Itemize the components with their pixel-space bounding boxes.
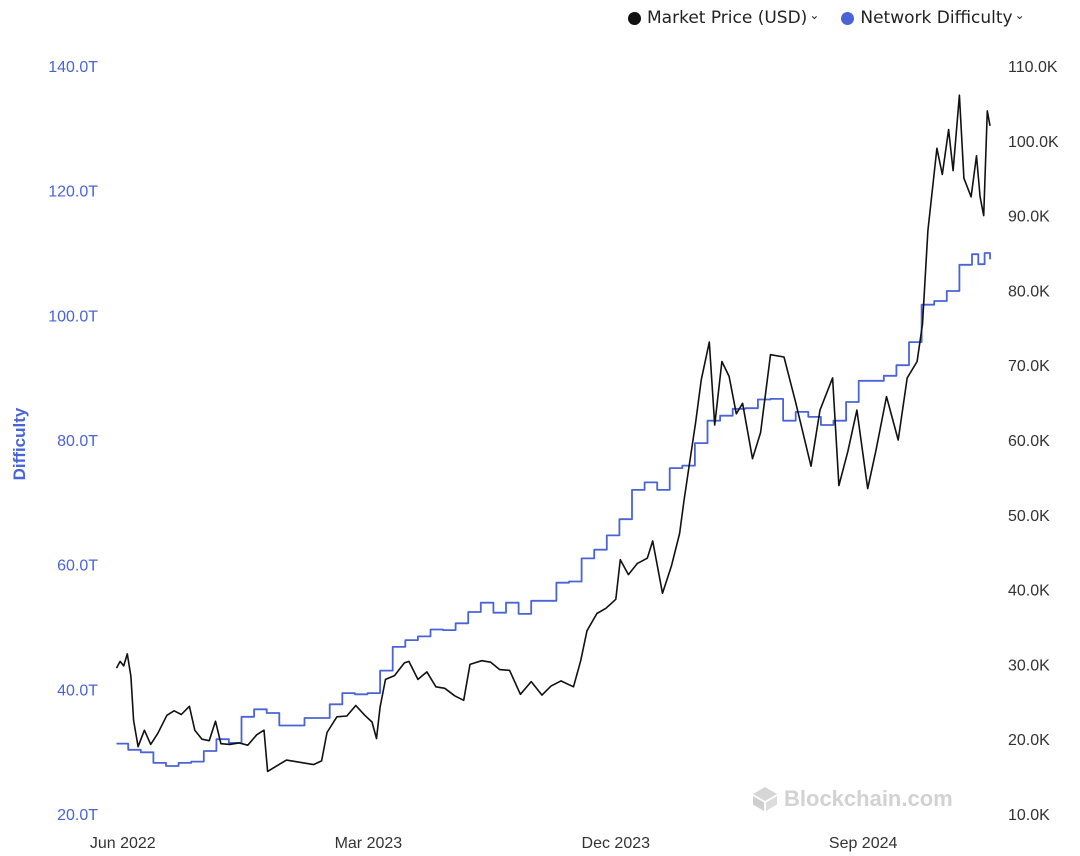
y-left-tick-label: 80.0T	[57, 433, 98, 450]
y-right-tick-label: 10.0K	[1008, 807, 1050, 824]
chevron-down-icon[interactable]: ⌄	[809, 8, 820, 22]
legend-item-network-difficulty[interactable]: Network Difficulty ⌄	[841, 8, 1025, 28]
market-price-dot-icon	[628, 11, 641, 25]
y-right-tick-label: 90.0K	[1008, 209, 1050, 226]
y-right-tick-label: 60.0K	[1008, 433, 1050, 450]
chevron-down-icon[interactable]: ⌄	[1014, 8, 1025, 22]
x-tick-label: Mar 2023	[335, 835, 403, 852]
y-axis-right: 10.0K 20.0K 30.0K 40.0K 50.0K 60.0K 70.0K 80.0K…	[1008, 59, 1059, 824]
legend-label-network-difficulty: Network Difficulty	[860, 8, 1013, 28]
x-tick-label: Dec 2023	[582, 835, 651, 852]
y-axis-left: 20.0T 40.0T 60.0T 80.0T 100.0T 120.0T 140.0T	[48, 59, 98, 824]
x-axis: Jun 2022 Mar 2023 Dec 2023 Sep 2024	[90, 835, 898, 852]
x-tick-label: Sep 2024	[829, 835, 898, 852]
y-left-tick-label: 100.0T	[48, 308, 98, 325]
blockchain-watermark: Blockchain.com	[752, 786, 953, 812]
y-right-tick-label: 20.0K	[1008, 732, 1050, 749]
y-left-tick-label: 140.0T	[48, 59, 98, 76]
market-price-line	[115, 94, 991, 773]
y-axis-title-left: Difficulty	[10, 407, 29, 480]
legend-item-market-price[interactable]: Market Price (USD) ⌄	[628, 8, 819, 28]
y-right-tick-label: 40.0K	[1008, 583, 1050, 600]
y-left-tick-label: 20.0T	[57, 807, 98, 824]
y-right-tick-label: 100.0K	[1008, 134, 1059, 151]
y-right-tick-label: 110.0K	[1008, 59, 1058, 76]
x-tick-label: Jun 2022	[90, 835, 156, 852]
y-left-tick-label: 120.0T	[48, 184, 98, 201]
y-right-tick-label: 30.0K	[1008, 657, 1050, 674]
blockchain-logo-icon	[753, 787, 777, 811]
network-difficulty-line	[116, 252, 991, 767]
legend-label-market-price: Market Price (USD)	[647, 8, 808, 28]
y-left-tick-label: 60.0T	[57, 558, 98, 575]
network-difficulty-dot-icon	[841, 11, 855, 25]
y-right-tick-label: 70.0K	[1008, 358, 1050, 375]
y-right-tick-label: 50.0K	[1008, 508, 1050, 525]
y-left-tick-label: 40.0T	[57, 682, 98, 699]
watermark-text: Blockchain.com	[784, 786, 953, 811]
plot-area	[115, 94, 991, 773]
chart-legend: Market Price (USD) ⌄ Network Difficulty …	[628, 8, 1025, 28]
y-right-tick-label: 80.0K	[1008, 283, 1050, 300]
